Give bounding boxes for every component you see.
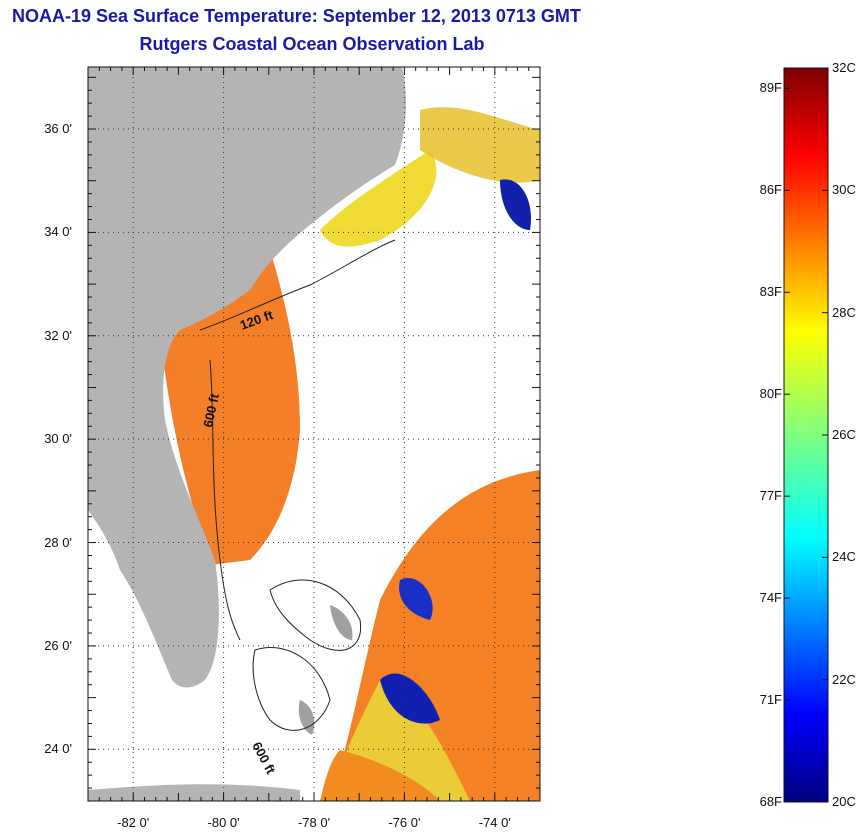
longitude-tick-label: -76 0': [388, 815, 421, 830]
colorbar-label-c: 22C: [832, 671, 856, 687]
title-line-1: NOAA-19 Sea Surface Temperature: Septemb…: [12, 6, 581, 26]
sst-patch-se-blue-2: [399, 578, 433, 620]
latitude-tick-label: 24 0': [44, 741, 72, 757]
sst-patch-north-2: [420, 107, 540, 183]
longitude-tick-label: -80 0': [207, 815, 240, 830]
title-line-2: Rutgers Coastal Ocean Observation Lab: [139, 34, 485, 54]
isobath-600ft: [209, 359, 241, 641]
land-cuba: [88, 784, 300, 801]
longitude-tick-label: -78 0': [297, 815, 331, 830]
colorbar-label-c: 28C: [832, 304, 856, 320]
sst-patch-bahamas: [320, 750, 440, 801]
colorbar-label-c: 32C: [832, 60, 856, 75]
colorbar-label-f: 74F: [759, 590, 782, 606]
map-ticks: [87, 67, 541, 802]
map-grid: [88, 67, 540, 801]
colorbar-label-f: 68F: [759, 794, 782, 809]
colorbar-label-c: 30C: [832, 182, 856, 198]
sst-patch-north: [320, 150, 437, 247]
colorbar: [783, 67, 829, 803]
land-bahamas: [298, 605, 353, 735]
land-north-america: [88, 67, 406, 688]
colorbar-label-f: 89F: [759, 80, 782, 96]
latitude-tick-label: 32 0': [44, 327, 72, 343]
longitude-tick-label: -74 0': [478, 815, 511, 830]
sst-patch-blue-north: [500, 179, 531, 230]
sst-patch-coastal: [160, 250, 300, 565]
sst-map: [88, 67, 540, 801]
isobath-label-600ft-north: 600 ft: [200, 392, 222, 429]
colorbar-label-c: 20C: [832, 794, 856, 809]
colorbar-label-f: 86F: [759, 182, 782, 198]
latitude-tick-label: 28 0': [44, 534, 72, 550]
colorbar-label-c: 26C: [832, 427, 856, 442]
latitude-tick-label: 26 0': [44, 637, 72, 653]
latitude-tick-label: 30 0': [44, 431, 72, 447]
bahamas-contour: [252, 579, 362, 731]
sst-patch-se-blue: [380, 673, 440, 724]
latitude-tick-label: 34 0': [44, 224, 72, 240]
colorbar-label-f: 80F: [759, 386, 782, 402]
colorbar-label-f: 71F: [759, 692, 782, 708]
colorbar-label-f: 83F: [759, 284, 782, 300]
colorbar-label-c: 24C: [832, 549, 856, 565]
colorbar-label-f: 77F: [759, 488, 782, 504]
isobath-120ft: [199, 239, 396, 331]
colorbar-ticks: [784, 67, 828, 803]
latitude-tick-label: 36 0': [44, 121, 72, 137]
longitude-tick-label: -82 0': [117, 815, 150, 830]
